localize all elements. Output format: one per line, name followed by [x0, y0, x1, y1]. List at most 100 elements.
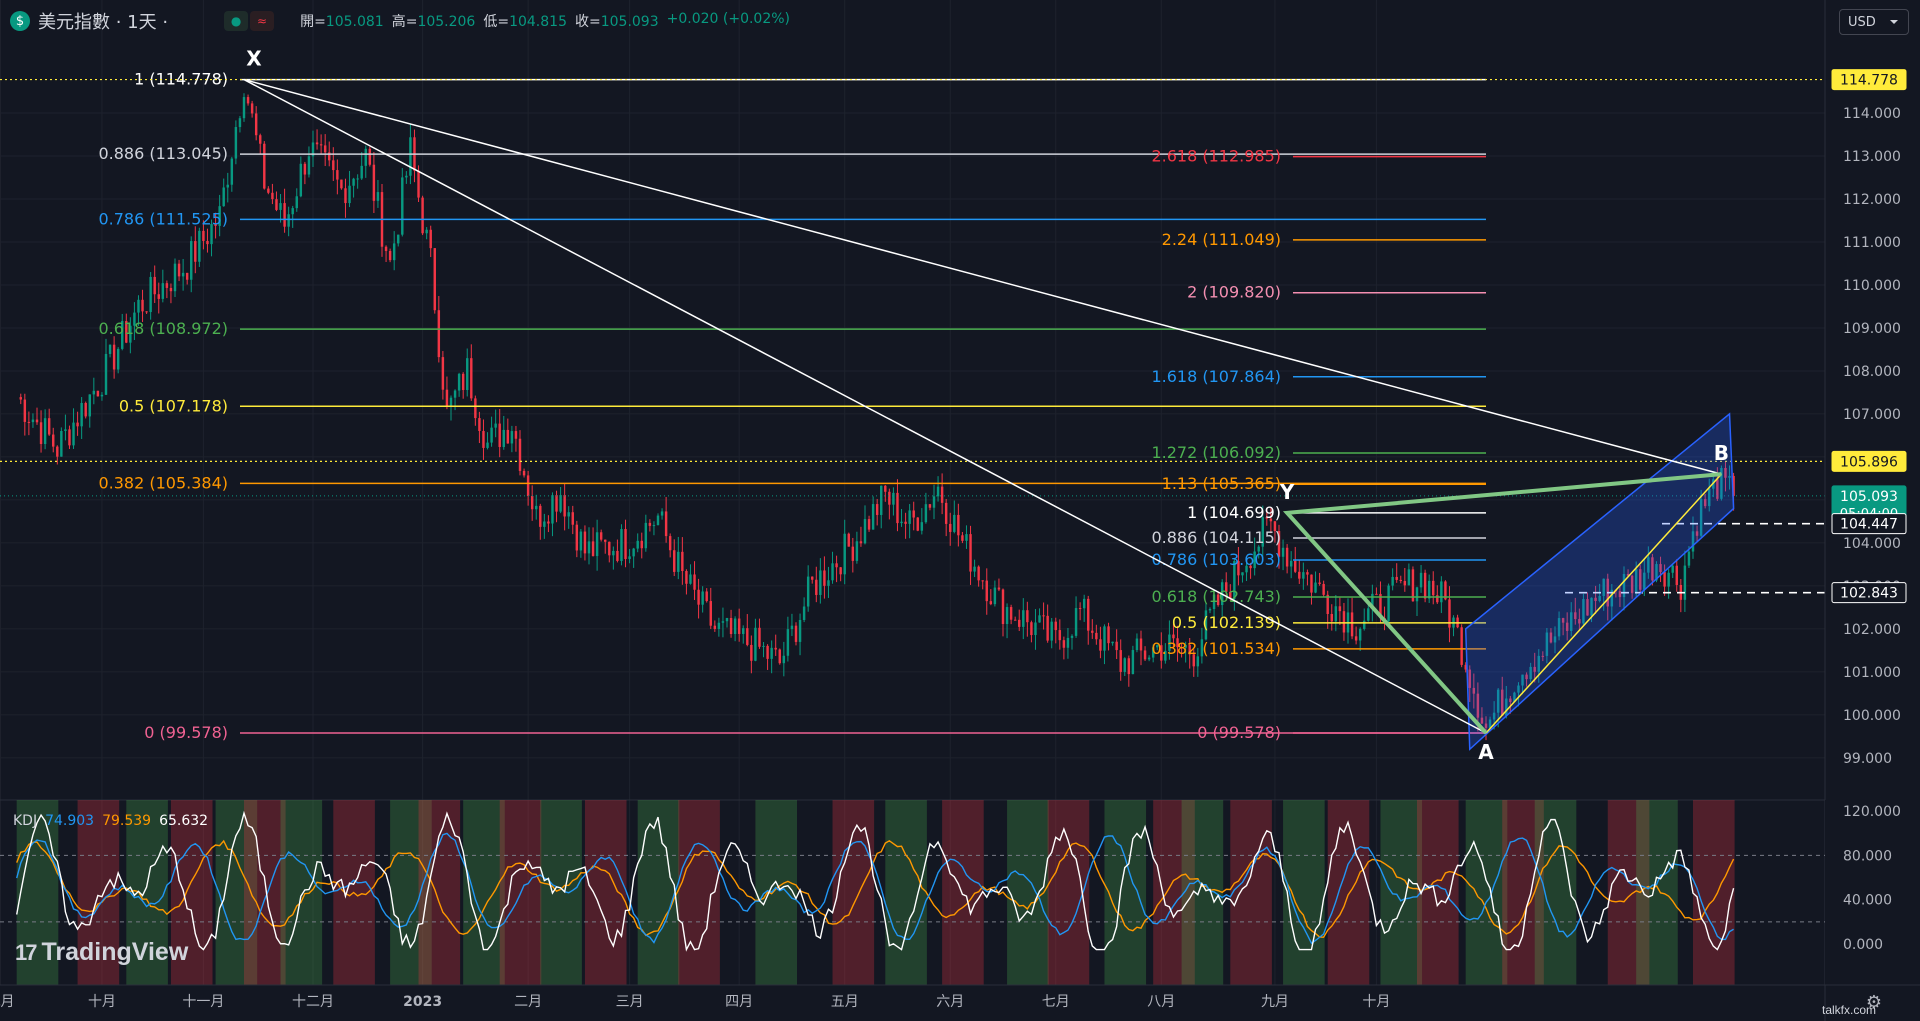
kdj-band: [832, 800, 875, 985]
candle-body: [1626, 573, 1630, 576]
candle-body: [563, 495, 566, 517]
data-wave-icon[interactable]: ≈: [250, 11, 275, 31]
candle: [39, 410, 43, 453]
candle-body: [973, 566, 976, 572]
candle: [1610, 584, 1614, 621]
candle-body: [815, 579, 818, 595]
candle-body: [884, 485, 887, 492]
candle-body: [790, 625, 794, 630]
xa-line: [243, 78, 1487, 734]
candle: [238, 115, 242, 133]
candle: [1728, 465, 1731, 490]
candle-body: [76, 422, 79, 427]
candle-body: [1525, 674, 1528, 680]
candle: [1237, 547, 1240, 586]
candle-body: [725, 617, 729, 622]
candle: [490, 416, 493, 447]
candle-body: [96, 390, 100, 397]
candle: [1269, 507, 1273, 534]
candle: [466, 348, 469, 397]
candle: [1131, 645, 1135, 675]
candle-body: [1699, 499, 1703, 536]
candle-body: [1432, 580, 1435, 596]
candle: [1440, 576, 1443, 614]
candle-body: [218, 206, 221, 226]
xb-line: [243, 78, 1722, 475]
candle: [514, 425, 518, 452]
time-axis: 九月 十月 十一月 十二月 2023 二月 三月 四月 五月 六月 七月 八月 九月 十月 ⚙: [0, 984, 1920, 1013]
candle-body: [1728, 475, 1731, 478]
kdj-tick-label: 40.000: [1843, 893, 1892, 909]
candle-body: [392, 243, 396, 261]
candle: [685, 569, 688, 595]
candle-body: [401, 177, 404, 235]
candle-body: [1216, 594, 1220, 606]
candle: [892, 487, 895, 516]
candle: [1354, 626, 1358, 645]
candle-body: [851, 546, 855, 561]
candle-body: [981, 580, 984, 582]
candle-body: [287, 214, 290, 227]
price-label: 104.447: [1831, 513, 1907, 535]
candle-body: [839, 567, 842, 575]
candle-body: [153, 276, 156, 295]
candle: [1095, 624, 1098, 645]
market-status-icon[interactable]: ●: [224, 11, 249, 31]
kdj-band: [418, 800, 461, 985]
candle-body: [681, 551, 684, 572]
candle-body: [1720, 467, 1723, 499]
time-tick-label: 十月: [88, 994, 116, 1010]
currency-select[interactable]: USD: [1839, 9, 1909, 35]
candle-body: [1143, 650, 1147, 660]
price-label-text: 104.447: [1840, 517, 1898, 533]
candle: [599, 529, 603, 542]
candle-body: [644, 522, 648, 549]
candle-body: [916, 517, 919, 531]
tradingview-logo[interactable]: 17 TradingView: [15, 938, 189, 966]
fib-ya-level-label: 0.382 (101.534): [1151, 639, 1281, 658]
candle: [311, 130, 315, 168]
candle-body: [831, 563, 834, 581]
candle: [372, 152, 376, 214]
candle-body: [1334, 606, 1338, 622]
candle-body: [656, 515, 660, 526]
candle-body: [35, 419, 39, 423]
candle: [194, 226, 197, 274]
candle: [283, 188, 286, 233]
candle-body: [985, 580, 988, 602]
candle: [1464, 662, 1467, 673]
candle: [884, 485, 887, 502]
candle-body: [1208, 609, 1212, 611]
candle-body: [441, 357, 445, 390]
candle: [1026, 601, 1029, 637]
candle-body: [311, 142, 315, 157]
candle-body: [1302, 572, 1305, 579]
candle-body: [1565, 622, 1569, 631]
candle: [1703, 493, 1707, 509]
candle-body: [145, 311, 148, 313]
candle-body: [770, 647, 773, 659]
fib-xa-level-label: 0.618 (108.972): [98, 319, 228, 338]
symbol-title[interactable]: 美元指數 · 1天 ·: [38, 12, 169, 33]
candle: [1314, 571, 1317, 594]
settings-gear-icon[interactable]: ⚙: [1866, 992, 1882, 1013]
candle: [551, 492, 554, 537]
candle: [802, 597, 806, 623]
candle-body: [1663, 572, 1666, 587]
candle-body: [1379, 593, 1382, 619]
status-pills[interactable]: ● ≈: [224, 11, 275, 31]
candle-body: [1460, 627, 1463, 665]
candle: [652, 521, 656, 536]
candle-body: [1667, 572, 1670, 587]
candle: [222, 178, 225, 207]
candle-body: [1115, 641, 1118, 651]
candle: [673, 539, 676, 577]
time-tick-label: 九月: [0, 994, 14, 1010]
candle-body: [356, 178, 359, 180]
candle-body: [587, 541, 591, 554]
candle: [644, 514, 648, 552]
candle-body: [689, 574, 692, 584]
kdj-band: [1465, 800, 1508, 985]
candle-body: [652, 525, 656, 527]
